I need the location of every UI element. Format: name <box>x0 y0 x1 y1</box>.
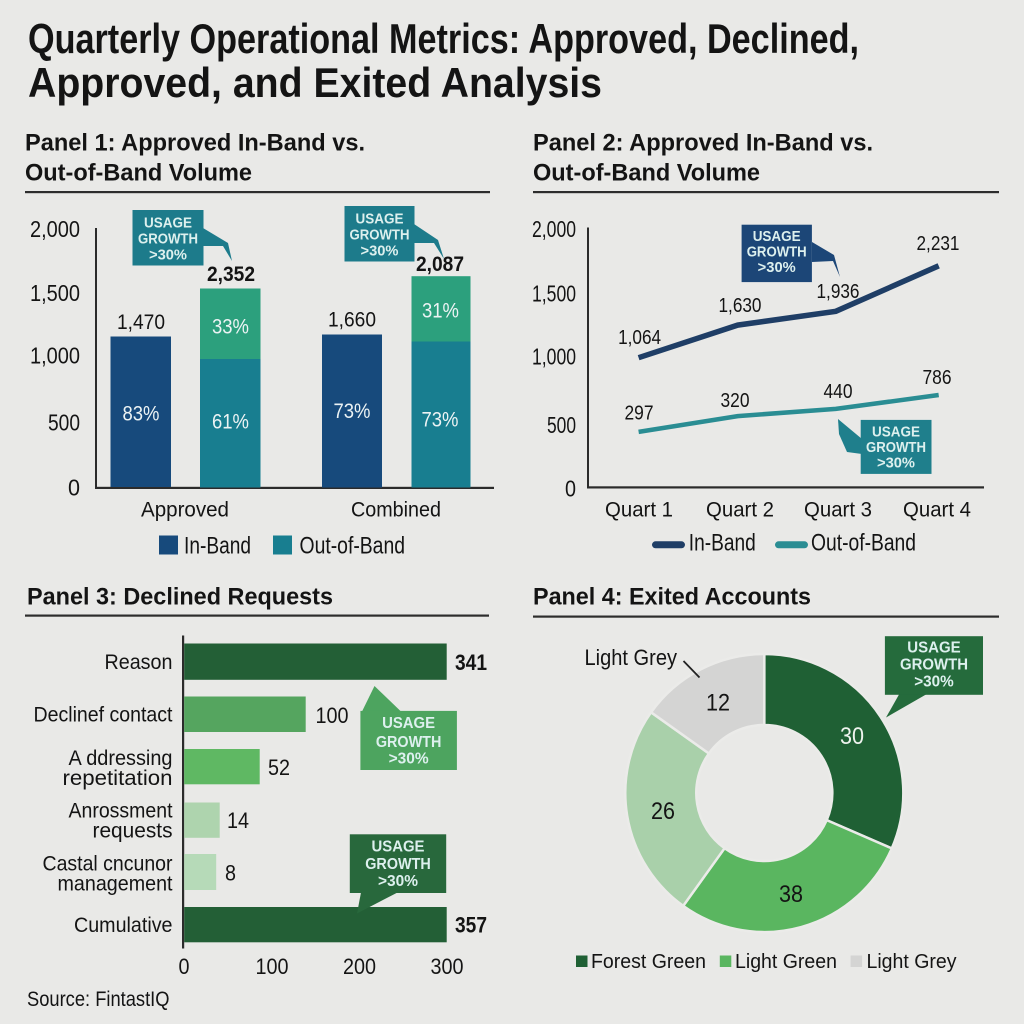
svg-text:In-Band: In-Band <box>184 533 251 560</box>
svg-text:14: 14 <box>227 808 249 833</box>
svg-text:Forest Green: Forest Green <box>591 951 706 973</box>
svg-text:1,660: 1,660 <box>328 309 376 332</box>
svg-text:Light Grey: Light Grey <box>585 645 678 670</box>
svg-text:500: 500 <box>547 412 576 438</box>
svg-text:73%: 73% <box>334 400 371 423</box>
svg-text:0: 0 <box>565 475 576 501</box>
svg-text:12: 12 <box>706 689 730 716</box>
svg-text:1,936: 1,936 <box>817 281 860 303</box>
svg-text:786: 786 <box>923 367 952 389</box>
svg-text:GROWTH: GROWTH <box>900 657 968 674</box>
svg-text:33%: 33% <box>212 315 249 338</box>
svg-text:GROWTH: GROWTH <box>365 856 431 873</box>
svg-text:>30%: >30% <box>877 456 915 472</box>
svg-text:USAGE: USAGE <box>356 212 404 228</box>
svg-text:Declinef contact: Declinef contact <box>34 704 173 727</box>
svg-text:38: 38 <box>779 881 803 908</box>
svg-text:USAGE: USAGE <box>372 839 425 856</box>
svg-text:Approved: Approved <box>141 499 229 522</box>
svg-text:100: 100 <box>316 703 349 728</box>
svg-text:Panel 1: Approved In-Band vs.: Panel 1: Approved In-Band vs. <box>25 130 365 157</box>
svg-text:Quart 3: Quart 3 <box>804 499 872 522</box>
svg-text:GROWTH: GROWTH <box>350 228 410 244</box>
svg-text:26: 26 <box>651 798 675 825</box>
svg-text:USAGE: USAGE <box>907 640 961 657</box>
svg-text:Out-of-Band Volume: Out-of-Band Volume <box>533 160 760 187</box>
svg-text:Approved, and Exited Analysis: Approved, and Exited Analysis <box>28 59 602 106</box>
svg-text:Quarterly Operational Metrics:: Quarterly Operational Metrics: Approved,… <box>28 15 859 62</box>
svg-text:200: 200 <box>343 954 376 979</box>
svg-text:Castal cncunor: Castal cncunor <box>43 853 173 876</box>
svg-text:2,352: 2,352 <box>207 263 255 286</box>
svg-text:GROWTH: GROWTH <box>866 440 926 456</box>
svg-text:Panel 3: Declined Requests: Panel 3: Declined Requests <box>27 584 333 611</box>
svg-text:83%: 83% <box>123 402 160 425</box>
svg-text:1,500: 1,500 <box>532 281 576 307</box>
svg-text:2,000: 2,000 <box>30 216 80 242</box>
svg-text:Quart 1: Quart 1 <box>605 499 673 522</box>
svg-text:management: management <box>58 873 173 896</box>
svg-text:61%: 61% <box>212 411 249 434</box>
svg-text:1,000: 1,000 <box>532 344 576 370</box>
svg-text:GROWTH: GROWTH <box>747 245 807 261</box>
svg-text:1,000: 1,000 <box>30 343 80 369</box>
svg-text:requests: requests <box>93 820 173 843</box>
svg-text:Cumulative: Cumulative <box>74 914 173 937</box>
svg-text:Out-of-Band: Out-of-Band <box>811 530 916 557</box>
svg-text:1,500: 1,500 <box>30 280 80 306</box>
svg-text:2,000: 2,000 <box>532 216 576 242</box>
svg-text:Panel 2: Approved In-Band vs.: Panel 2: Approved In-Band vs. <box>533 130 873 157</box>
svg-text:>30%: >30% <box>378 873 418 890</box>
svg-text:1,064: 1,064 <box>618 327 661 349</box>
svg-text:100: 100 <box>256 954 289 979</box>
svg-text:300: 300 <box>431 954 464 979</box>
svg-text:31%: 31% <box>422 299 459 322</box>
svg-text:Quart 4: Quart 4 <box>903 499 971 522</box>
svg-text:Out-of-Band Volume: Out-of-Band Volume <box>25 160 252 187</box>
svg-text:>30%: >30% <box>149 247 187 263</box>
svg-text:Quart 2: Quart 2 <box>706 499 774 522</box>
svg-text:GROWTH: GROWTH <box>138 232 198 248</box>
svg-text:Light Grey: Light Grey <box>867 951 957 973</box>
svg-text:2,231: 2,231 <box>917 233 960 255</box>
svg-text:Light Green: Light Green <box>735 951 837 973</box>
svg-text:USAGE: USAGE <box>753 229 801 245</box>
svg-text:In-Band: In-Band <box>689 530 756 557</box>
svg-text:Source: FintastIQ: Source: FintastIQ <box>27 988 170 1011</box>
svg-text:>30%: >30% <box>389 751 429 768</box>
svg-text:320: 320 <box>721 390 750 412</box>
svg-text:USAGE: USAGE <box>144 216 192 232</box>
svg-text:8: 8 <box>225 860 236 885</box>
svg-text:1,630: 1,630 <box>719 295 762 317</box>
svg-text:2,087: 2,087 <box>416 253 464 276</box>
svg-text:1,470: 1,470 <box>117 311 165 334</box>
svg-text:repetitation: repetitation <box>63 767 173 790</box>
svg-text:500: 500 <box>48 410 80 436</box>
svg-text:Panel 4: Exited Accounts: Panel 4: Exited Accounts <box>533 584 811 611</box>
svg-text:0: 0 <box>179 954 190 979</box>
svg-text:30: 30 <box>840 723 864 750</box>
svg-text:USAGE: USAGE <box>382 715 435 732</box>
svg-text:Combined: Combined <box>351 499 441 522</box>
svg-text:USAGE: USAGE <box>872 425 920 441</box>
svg-text:Reason: Reason <box>105 651 173 674</box>
svg-text:297: 297 <box>625 403 654 425</box>
svg-text:341: 341 <box>455 650 487 675</box>
svg-text:0: 0 <box>68 475 80 501</box>
svg-text:GROWTH: GROWTH <box>376 734 442 751</box>
svg-text:>30%: >30% <box>758 260 796 276</box>
svg-text:357: 357 <box>455 913 487 938</box>
svg-text:440: 440 <box>824 381 853 403</box>
svg-text:Anrossment: Anrossment <box>69 800 173 823</box>
svg-text:73%: 73% <box>422 408 459 431</box>
svg-text:>30%: >30% <box>361 243 399 259</box>
svg-text:>30%: >30% <box>914 674 954 691</box>
svg-text:52: 52 <box>268 755 290 780</box>
svg-text:Out-of-Band: Out-of-Band <box>300 533 406 560</box>
svg-text:A ddressing: A ddressing <box>69 747 173 770</box>
